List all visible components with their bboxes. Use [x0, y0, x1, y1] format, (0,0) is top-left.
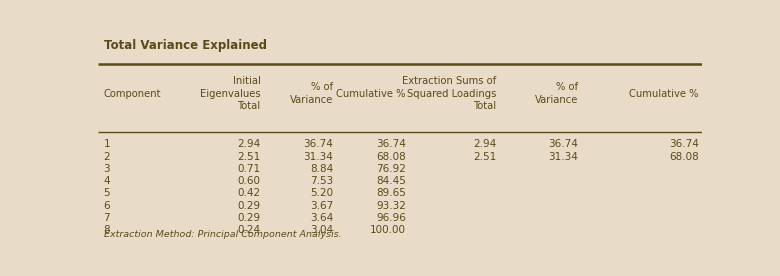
Text: 3.64: 3.64: [310, 213, 333, 223]
Text: 7: 7: [104, 213, 110, 223]
Text: 8: 8: [104, 225, 110, 235]
Text: 2.94: 2.94: [237, 139, 261, 149]
Text: 36.74: 36.74: [548, 139, 578, 149]
Text: 31.34: 31.34: [548, 152, 578, 162]
Text: Extraction Method: Principal Component Analysis.: Extraction Method: Principal Component A…: [104, 230, 342, 239]
Text: Total Variance Explained: Total Variance Explained: [104, 39, 267, 52]
Text: 0.24: 0.24: [238, 225, 261, 235]
Text: 2.51: 2.51: [473, 152, 497, 162]
Text: 0.29: 0.29: [238, 213, 261, 223]
Text: 96.96: 96.96: [376, 213, 406, 223]
Text: Cumulative %: Cumulative %: [336, 89, 406, 99]
Text: Component: Component: [104, 89, 161, 99]
Text: Initial
Eigenvalues
Total: Initial Eigenvalues Total: [200, 76, 261, 112]
Text: 4: 4: [104, 176, 110, 186]
Text: 36.74: 36.74: [303, 139, 333, 149]
Text: 5.20: 5.20: [310, 188, 333, 198]
Text: 3.67: 3.67: [310, 201, 333, 211]
Text: 1: 1: [104, 139, 110, 149]
Text: 0.60: 0.60: [238, 176, 261, 186]
Text: 0.29: 0.29: [238, 201, 261, 211]
Text: % of
Variance: % of Variance: [535, 82, 578, 105]
Text: 3: 3: [104, 164, 110, 174]
Text: 31.34: 31.34: [303, 152, 333, 162]
Text: 36.74: 36.74: [669, 139, 699, 149]
Text: 36.74: 36.74: [376, 139, 406, 149]
Text: 0.71: 0.71: [238, 164, 261, 174]
Text: 7.53: 7.53: [310, 176, 333, 186]
Text: 68.08: 68.08: [376, 152, 406, 162]
Text: 89.65: 89.65: [376, 188, 406, 198]
Text: Cumulative %: Cumulative %: [629, 89, 699, 99]
Text: 76.92: 76.92: [376, 164, 406, 174]
Text: 0.42: 0.42: [238, 188, 261, 198]
Text: 68.08: 68.08: [669, 152, 699, 162]
Text: 93.32: 93.32: [376, 201, 406, 211]
Text: 3.04: 3.04: [310, 225, 333, 235]
Text: 2.94: 2.94: [473, 139, 497, 149]
Text: 2: 2: [104, 152, 110, 162]
Text: 84.45: 84.45: [376, 176, 406, 186]
Text: 100.00: 100.00: [370, 225, 406, 235]
Text: 5: 5: [104, 188, 110, 198]
Text: Extraction Sums of
Squared Loadings
Total: Extraction Sums of Squared Loadings Tota…: [402, 76, 497, 112]
Text: % of
Variance: % of Variance: [290, 82, 333, 105]
Text: 8.84: 8.84: [310, 164, 333, 174]
Text: 6: 6: [104, 201, 110, 211]
Text: 2.51: 2.51: [237, 152, 261, 162]
